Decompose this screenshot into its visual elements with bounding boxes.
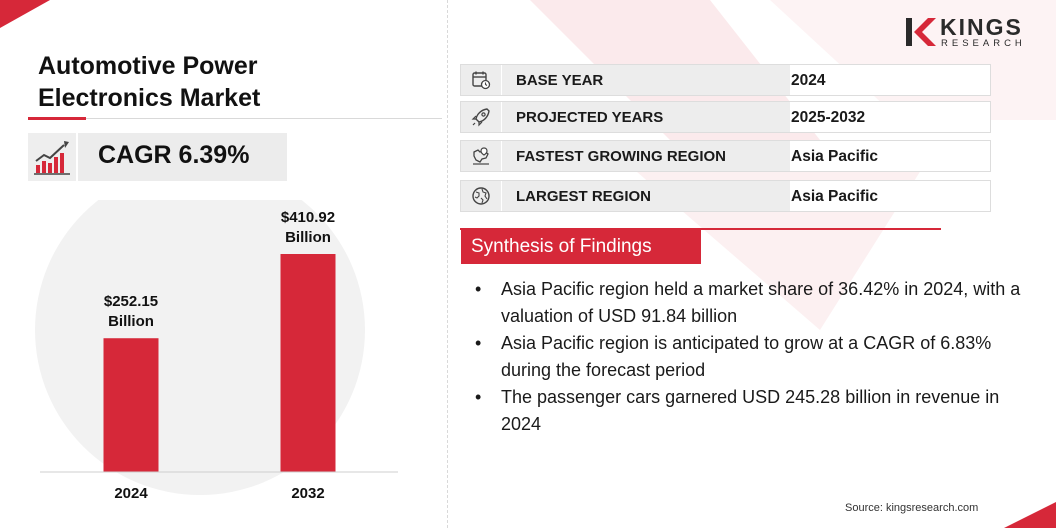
- data-label: Billion: [108, 313, 154, 330]
- cagr-icon-box: [28, 133, 76, 181]
- info-label: PROJECTED YEARS: [516, 109, 664, 126]
- info-row-projected-years: PROJECTED YEARS 2025-2032: [460, 101, 991, 133]
- info-row-base-year: BASE YEAR 2024: [460, 64, 991, 96]
- info-value: 2025-2032: [791, 109, 866, 126]
- info-row-fastest-growing-region: FASTEST GROWING REGION Asia Pacific: [460, 140, 991, 172]
- synthesis-heading-box: [461, 230, 701, 264]
- finding-item: Asia Pacific region is anticipated to gr…: [475, 330, 1025, 384]
- findings-list: Asia Pacific region held a market share …: [475, 276, 1025, 438]
- synthesis-rule: [460, 228, 941, 230]
- info-label: LARGEST REGION: [516, 188, 652, 205]
- title-line-1: Automotive Power: [38, 52, 258, 80]
- cagr-value: CAGR 6.39%: [98, 141, 250, 169]
- x-tick-label: 2024: [114, 485, 148, 502]
- info-label: BASE YEAR: [516, 72, 604, 89]
- calendar-icon: [472, 71, 491, 90]
- growth-chart-icon: [34, 141, 70, 175]
- kings-research-logo-icon: [906, 18, 936, 46]
- bar-2032: [280, 254, 336, 472]
- region-map-icon: [473, 147, 489, 165]
- page-title: Automotive Power Electronics Market: [38, 50, 260, 114]
- x-tick-label: 2032: [291, 485, 324, 502]
- bar-2024: [103, 338, 159, 472]
- title-underline-accent: [28, 117, 86, 120]
- corner-accent-top-left: [0, 0, 50, 28]
- market-size-bar-chart: $252.15 Billion 2024 $410.92 Billion 2032: [35, 200, 398, 502]
- brand-name: KINGS: [940, 14, 1023, 40]
- info-value: Asia Pacific: [791, 188, 879, 205]
- data-label: $252.15: [104, 293, 158, 310]
- brand-subtitle: RESEARCH: [941, 38, 1026, 49]
- rocket-icon: [471, 108, 490, 127]
- data-label: $410.92: [281, 209, 335, 226]
- info-label: FASTEST GROWING REGION: [516, 148, 727, 165]
- section-divider: [447, 0, 448, 528]
- corner-accent-bottom-right: [1004, 502, 1056, 528]
- synthesis-heading: Synthesis of Findings: [471, 236, 652, 257]
- cagr-box: [78, 133, 287, 181]
- title-line-2: Electronics Market: [38, 84, 261, 112]
- data-label: Billion: [285, 229, 331, 246]
- globe-icon: [472, 187, 490, 205]
- info-row-largest-region: LARGEST REGION Asia Pacific: [460, 180, 991, 212]
- finding-item: Asia Pacific region held a market share …: [475, 276, 1025, 330]
- info-value: 2024: [791, 72, 826, 89]
- info-value: Asia Pacific: [791, 148, 879, 165]
- source-note: Source: kingsresearch.com: [845, 502, 979, 514]
- title-underline: [28, 118, 442, 119]
- finding-item: The passenger cars garnered USD 245.28 b…: [475, 384, 1025, 438]
